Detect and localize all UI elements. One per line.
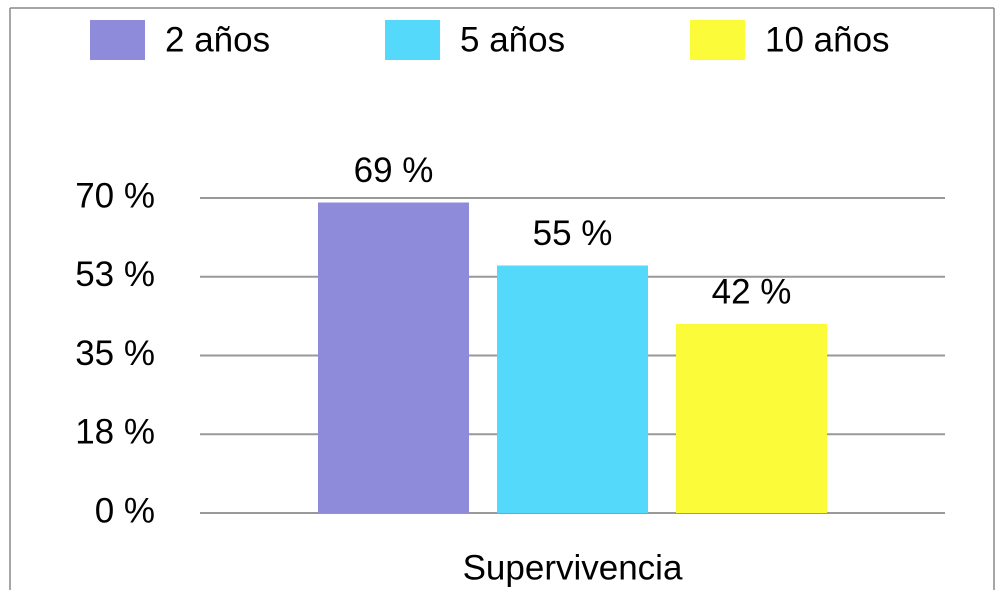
y-tick-label: 70 % [75,176,155,215]
y-tick-label: 18 % [75,413,155,452]
legend-swatch [385,20,440,60]
legend-label: 5 años [460,20,565,59]
y-tick-label: 35 % [75,334,155,373]
value-label: 55 % [533,214,613,253]
legend-label: 10 años [765,20,890,59]
value-label: 69 % [354,151,434,190]
value-label: 42 % [712,272,792,311]
x-tick-label: Supervivencia [463,548,683,587]
bar [676,324,827,513]
bar [318,202,469,513]
y-tick-label: 53 % [75,255,155,294]
y-tick-label: 0 % [95,491,155,530]
legend-swatch [690,20,745,60]
legend-swatch [90,20,145,60]
legend-label: 2 años [165,20,270,59]
bar [497,265,648,513]
